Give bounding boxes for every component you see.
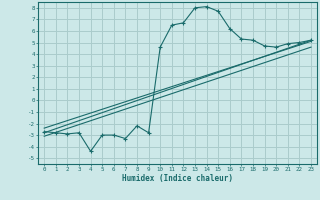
X-axis label: Humidex (Indice chaleur): Humidex (Indice chaleur) [122, 174, 233, 183]
